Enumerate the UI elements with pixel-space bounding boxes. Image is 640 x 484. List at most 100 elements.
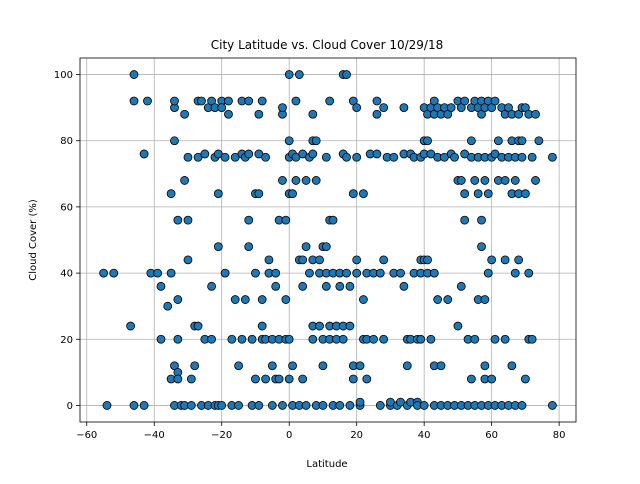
data-point: [166, 268, 176, 278]
data-point: [325, 96, 335, 106]
data-point: [308, 149, 318, 159]
data-point: [362, 374, 372, 384]
data-point: [547, 401, 557, 410]
data-point: [156, 281, 166, 291]
data-point: [423, 255, 432, 265]
y-tick-label: 60: [60, 202, 73, 213]
data-point: [207, 281, 216, 291]
x-tick-label: 40: [418, 430, 431, 441]
data-point: [399, 103, 409, 113]
data-point: [271, 268, 281, 278]
data-point: [500, 334, 510, 344]
data-point: [510, 176, 520, 185]
data-point: [352, 103, 362, 113]
data-point: [514, 255, 524, 265]
data-point: [139, 149, 149, 159]
data-point: [224, 109, 233, 119]
data-point: [153, 268, 163, 278]
data-point: [342, 152, 351, 162]
x-tick-label: 20: [350, 430, 363, 441]
data-point: [173, 295, 183, 304]
data-point: [311, 136, 321, 146]
data-point: [186, 374, 196, 384]
data-point: [173, 374, 183, 384]
data-point: [170, 136, 179, 146]
data-point: [234, 361, 243, 371]
y-tick-label: 40: [60, 269, 73, 280]
data-point: [271, 281, 281, 291]
data-point: [139, 401, 149, 410]
data-point: [335, 401, 345, 410]
data-point: [547, 152, 557, 162]
data-point: [473, 189, 483, 199]
data-point: [183, 215, 193, 225]
data-point: [254, 189, 264, 199]
data-point: [267, 401, 277, 410]
data-point: [342, 70, 351, 79]
data-point: [426, 334, 436, 344]
data-point: [217, 401, 227, 410]
data-point: [436, 361, 446, 371]
data-point: [443, 295, 453, 304]
data-point: [284, 374, 294, 384]
data-point: [311, 176, 321, 185]
data-point: [399, 281, 409, 291]
data-point: [183, 255, 193, 265]
data-point: [375, 268, 385, 278]
data-points: [99, 70, 557, 410]
data-point: [173, 334, 183, 344]
y-tick-label: 80: [60, 136, 73, 147]
data-point: [284, 136, 294, 146]
data-point: [247, 334, 257, 344]
data-point: [257, 96, 267, 106]
data-point: [446, 103, 456, 113]
data-point: [257, 321, 267, 331]
data-point: [284, 70, 294, 79]
data-point: [308, 109, 318, 119]
data-point: [379, 255, 389, 265]
data-point: [301, 242, 311, 252]
data-point: [355, 397, 365, 407]
data-point: [318, 361, 328, 371]
x-tick-label: −20: [211, 430, 232, 441]
data-point: [490, 96, 500, 106]
data-point: [197, 96, 206, 106]
x-tick-label: 80: [553, 430, 566, 441]
data-point: [261, 152, 270, 162]
x-tick-label: 60: [485, 430, 498, 441]
data-point: [348, 189, 358, 199]
data-point: [301, 176, 311, 185]
data-point: [217, 103, 227, 113]
data-point: [470, 176, 480, 185]
y-axis-label: Cloud Cover (%): [28, 199, 39, 281]
data-point: [433, 295, 443, 304]
data-point: [156, 334, 166, 344]
data-point: [500, 255, 510, 265]
data-point: [220, 152, 230, 162]
data-point: [321, 281, 331, 291]
data-point: [244, 242, 254, 252]
data-point: [200, 149, 210, 159]
data-point: [369, 334, 378, 344]
data-point: [450, 152, 459, 162]
data-point: [102, 401, 112, 410]
data-point: [288, 361, 297, 371]
data-point: [227, 334, 237, 344]
data-point: [281, 295, 291, 304]
data-point: [372, 109, 382, 119]
data-point: [352, 268, 362, 278]
data-point: [284, 334, 294, 344]
data-point: [480, 176, 490, 185]
data-point: [318, 401, 328, 410]
data-point: [348, 374, 358, 384]
data-point: [278, 176, 287, 185]
data-point: [274, 374, 284, 384]
data-point: [166, 189, 176, 199]
data-point: [483, 189, 493, 199]
data-point: [278, 103, 287, 113]
data-point: [531, 109, 540, 119]
x-tick-label: −60: [76, 430, 97, 441]
data-point: [531, 176, 540, 185]
